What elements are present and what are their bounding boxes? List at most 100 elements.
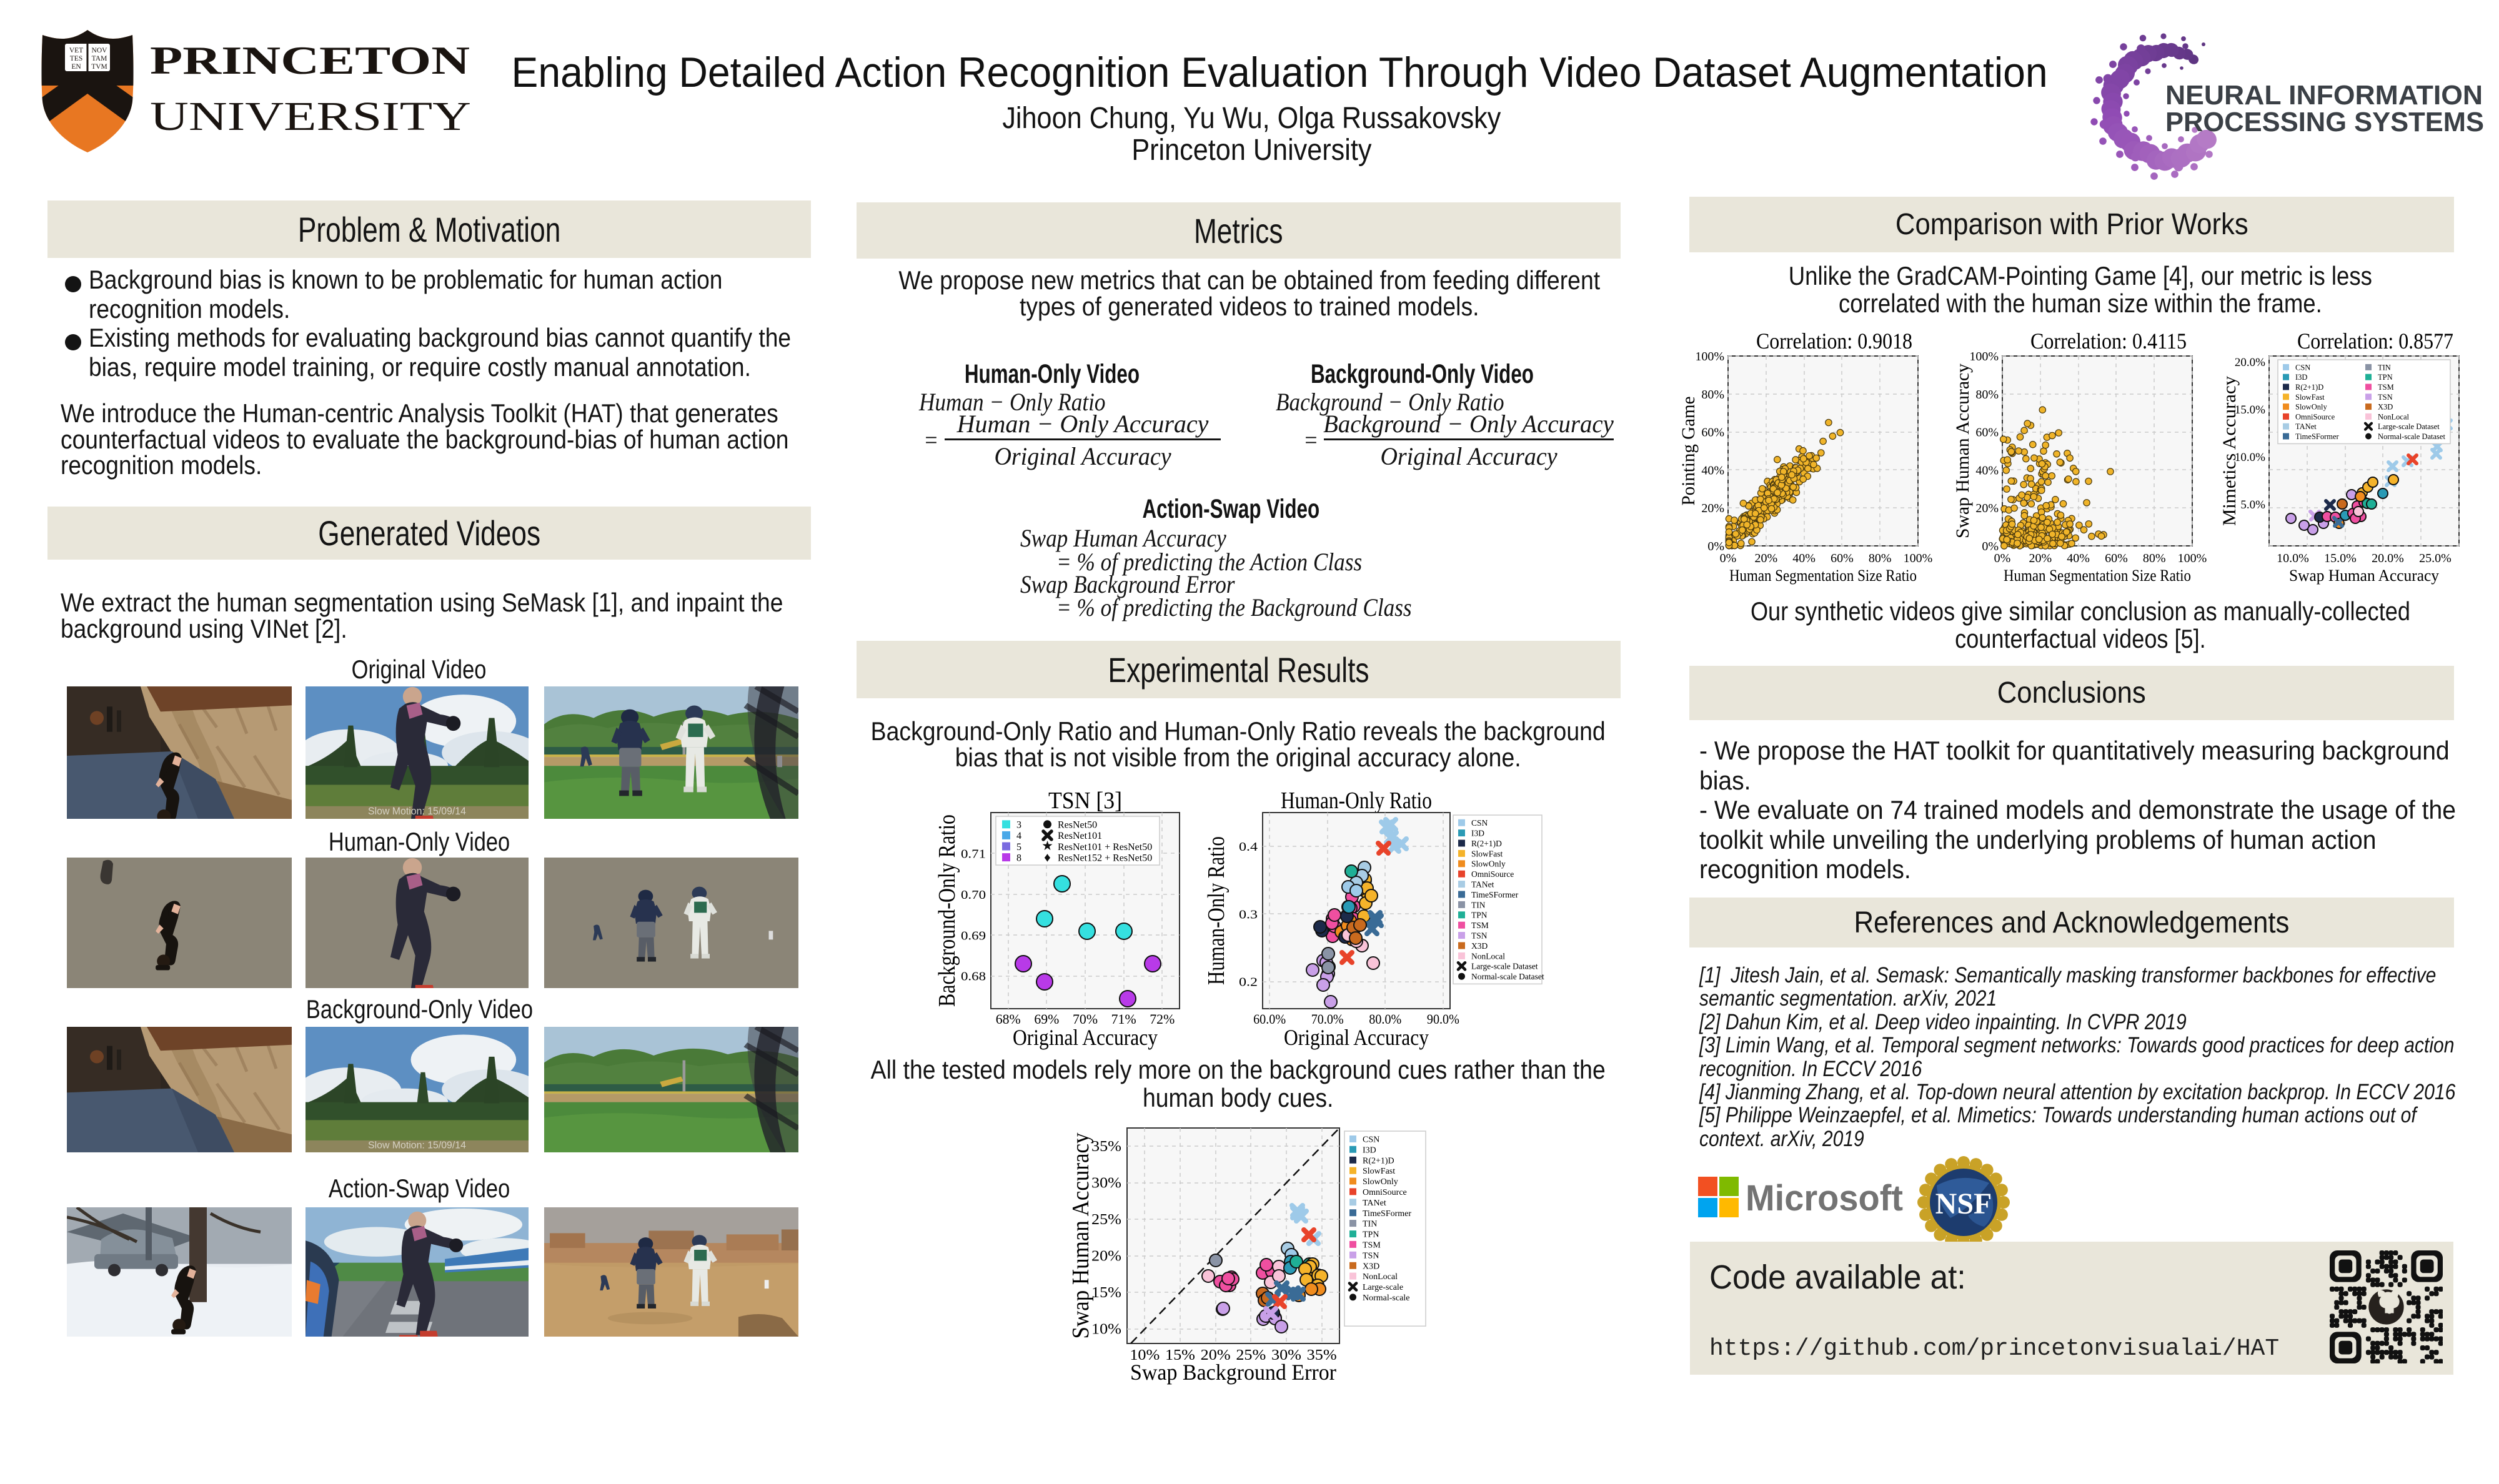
svg-text:♦: ♦	[1044, 850, 1051, 864]
svg-text:40%: 40%	[1792, 552, 1816, 565]
svg-text:60%: 60%	[1975, 426, 1999, 440]
svg-text:90.0%: 90.0%	[1427, 1011, 1459, 1027]
svg-text:Swap Human Accuracy: Swap Human Accuracy	[1068, 1133, 1094, 1339]
svg-text:CSN: CSN	[1363, 1135, 1379, 1145]
svg-text:TAM: TAM	[92, 55, 107, 62]
svg-text:0%: 0%	[1982, 540, 1999, 553]
svg-text:20%: 20%	[1701, 502, 1724, 515]
svg-text:TANet: TANet	[1363, 1199, 1386, 1208]
svg-text:100%: 100%	[2178, 552, 2207, 565]
svg-text:TIN: TIN	[1471, 900, 1486, 909]
svg-text:60%: 60%	[2105, 552, 2128, 565]
svg-text:35%: 35%	[1307, 1347, 1337, 1363]
svg-text:R(2+1)D: R(2+1)D	[1363, 1156, 1394, 1165]
svg-text:80%: 80%	[2143, 552, 2166, 565]
svg-text:35%: 35%	[1091, 1139, 1121, 1155]
svg-text:100%: 100%	[1904, 552, 1933, 565]
svg-text:5: 5	[1016, 842, 1021, 853]
svg-text:TimeSFormer: TimeSFormer	[2295, 432, 2340, 441]
svg-text:TANet: TANet	[1471, 880, 1494, 889]
svg-text:UNIVERSITY: UNIVERSITY	[150, 94, 471, 137]
svg-text:TSM: TSM	[1363, 1241, 1381, 1250]
svg-text:Normal-scale Dataset: Normal-scale Dataset	[2378, 432, 2445, 441]
svg-text:3: 3	[1016, 820, 1021, 831]
svg-text:SlowOnly: SlowOnly	[1363, 1177, 1398, 1187]
svg-text:TPN: TPN	[2378, 373, 2393, 382]
svg-text:TPN: TPN	[1363, 1230, 1379, 1240]
svg-text:10%: 10%	[1091, 1322, 1121, 1338]
svg-text:Pointing Game: Pointing Game	[1681, 397, 1699, 506]
svg-text:TSM: TSM	[1471, 921, 1489, 930]
svg-text:TSN: TSN	[2378, 393, 2393, 402]
svg-text:Human-Only Ratio: Human-Only Ratio	[1203, 836, 1230, 985]
svg-text:ResNet101: ResNet101	[1058, 831, 1102, 841]
svg-text:TANet: TANet	[2295, 422, 2317, 431]
svg-text:Normal-scale: Normal-scale	[1363, 1294, 1409, 1303]
svg-text:Correlation: 0.4115: Correlation: 0.4115	[2030, 329, 2187, 354]
svg-text:SlowFast: SlowFast	[1471, 849, 1503, 858]
svg-text:X3D: X3D	[1471, 941, 1488, 951]
svg-text:OmniSource: OmniSource	[1471, 869, 1514, 879]
svg-text:10.0%: 10.0%	[2235, 451, 2265, 464]
svg-text:20%: 20%	[1091, 1249, 1121, 1265]
svg-text:Correlation: 0.9018: Correlation: 0.9018	[1756, 329, 1912, 354]
svg-text:Slow Motion: 15/09/14: Slow Motion: 15/09/14	[368, 806, 466, 817]
svg-text:NonLocal: NonLocal	[2378, 412, 2410, 421]
svg-text:TSN [3]: TSN [3]	[1048, 788, 1122, 814]
svg-text:Large-scale: Large-scale	[1363, 1283, 1403, 1292]
svg-text:NEURAL INFORMATION: NEURAL INFORMATION	[2165, 80, 2483, 111]
svg-text:★: ★	[1041, 839, 1053, 853]
svg-text:25%: 25%	[1236, 1347, 1266, 1363]
svg-text:80%: 80%	[1701, 388, 1724, 402]
svg-text:TimeSFormer: TimeSFormer	[1363, 1209, 1411, 1219]
svg-text:100%: 100%	[1695, 350, 1724, 364]
svg-text:20.0%: 20.0%	[2235, 356, 2265, 369]
svg-text:NSF: NSF	[1935, 1187, 1992, 1220]
svg-text:X3D: X3D	[2378, 403, 2393, 412]
svg-text:0.3: 0.3	[1239, 908, 1258, 921]
svg-text:0%: 0%	[1720, 552, 1737, 565]
svg-text:SlowFast: SlowFast	[1363, 1167, 1395, 1176]
svg-text:20.0%: 20.0%	[2372, 552, 2404, 565]
svg-text:R(2+1)D: R(2+1)D	[2295, 383, 2323, 392]
svg-text:15.0%: 15.0%	[2324, 552, 2357, 565]
svg-text:SlowFast: SlowFast	[2295, 393, 2325, 402]
svg-text:15%: 15%	[1091, 1285, 1121, 1301]
svg-text:72%: 72%	[1150, 1011, 1175, 1027]
svg-text:Swap Human Accuracy: Swap Human Accuracy	[2289, 566, 2439, 585]
svg-text:60.0%: 60.0%	[1253, 1011, 1286, 1027]
svg-text:70%: 70%	[1073, 1011, 1098, 1027]
svg-text:PROCESSING SYSTEMS: PROCESSING SYSTEMS	[2165, 107, 2484, 137]
svg-text:VET: VET	[69, 47, 83, 54]
svg-text:Mimetics Accuracy: Mimetics Accuracy	[2222, 376, 2240, 526]
svg-text:R(2+1)D: R(2+1)D	[1471, 839, 1502, 848]
svg-text:0.71: 0.71	[961, 847, 986, 861]
svg-text:0.68: 0.68	[961, 970, 986, 984]
svg-text:10.0%: 10.0%	[2277, 552, 2309, 565]
svg-text:68%: 68%	[996, 1011, 1021, 1027]
svg-text:30%: 30%	[1091, 1175, 1121, 1192]
svg-text:I3D: I3D	[1471, 829, 1484, 838]
svg-text:10%: 10%	[1130, 1347, 1160, 1363]
svg-text:40%: 40%	[1975, 463, 1999, 477]
svg-text:I3D: I3D	[2295, 373, 2307, 382]
svg-text:TimeSFormer: TimeSFormer	[1471, 890, 1519, 899]
svg-text:OmniSource: OmniSource	[1363, 1188, 1407, 1197]
svg-text:30%: 30%	[1271, 1347, 1301, 1363]
svg-text:SlowOnly: SlowOnly	[1471, 859, 1506, 869]
svg-text:0.4: 0.4	[1239, 840, 1258, 854]
svg-text:80%: 80%	[1975, 388, 1999, 402]
svg-text:TES: TES	[70, 55, 82, 62]
svg-text:0%: 0%	[1994, 552, 2011, 565]
svg-text:Normal-scale Dataset: Normal-scale Dataset	[1471, 972, 1544, 981]
svg-text:Original Accuracy: Original Accuracy	[1284, 1025, 1429, 1050]
svg-text:69%: 69%	[1034, 1011, 1059, 1027]
svg-text:25.0%: 25.0%	[2419, 552, 2452, 565]
svg-text:Swap Human Accuracy: Swap Human Accuracy	[1955, 364, 1973, 538]
svg-text:71%: 71%	[1111, 1011, 1136, 1027]
svg-text:Human Segmentation Size Ratio: Human Segmentation Size Ratio	[2004, 566, 2191, 585]
svg-text:TIN: TIN	[1363, 1220, 1377, 1229]
svg-text:15%: 15%	[1165, 1347, 1195, 1363]
svg-text:Slow Motion: 15/09/14: Slow Motion: 15/09/14	[368, 1140, 466, 1151]
svg-text:NonLocal: NonLocal	[1471, 951, 1505, 961]
